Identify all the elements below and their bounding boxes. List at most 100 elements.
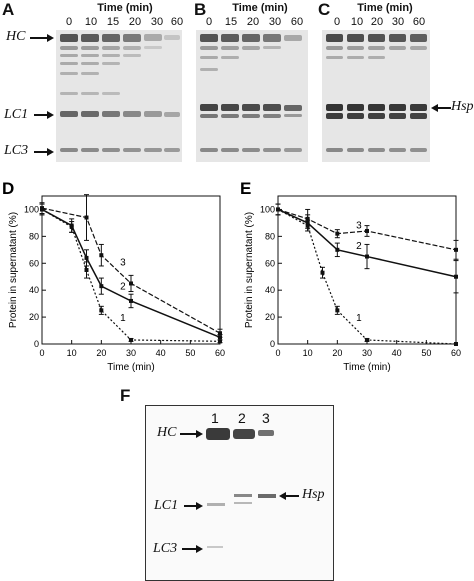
chart-e-y-tick-label: 60: [265, 258, 275, 268]
panel-c-time-60: 60: [412, 16, 426, 28]
chart-e-x-tick-label: 20: [332, 348, 342, 358]
band-label-lc1: LC1: [4, 107, 29, 122]
panel-letter-d: D: [2, 179, 14, 198]
chart-e-series-2-label: 2: [356, 241, 362, 252]
gel-b: [196, 30, 308, 162]
chart-e-x-tick-label: 60: [451, 348, 461, 358]
chart-d-series-2-label: 2: [120, 282, 126, 293]
panel-letter-f: F: [120, 386, 131, 405]
gel-a-lane: [102, 30, 120, 162]
panel-a-time-10: 10: [84, 16, 98, 28]
panel-letter-a: A: [2, 0, 15, 19]
chart-d-series-2-point: [99, 284, 104, 289]
panel-letter-b: B: [194, 0, 207, 19]
panel-c-time-0: 0: [333, 16, 341, 28]
gel-b-lane: [200, 30, 218, 162]
gel-f-label-hsp: Hsp: [302, 487, 325, 502]
gel-c: [322, 30, 430, 162]
panel-b-time-0: 0: [205, 16, 213, 28]
chart-e-series-2-point: [335, 247, 340, 252]
chart-d-series-3-label: 3: [120, 257, 126, 268]
chart-e-y-tick-label: 40: [265, 285, 275, 295]
gel-f-band-lane3-hc: [258, 430, 274, 436]
hc-arrow-head: [47, 34, 54, 42]
chart-e-series-3-point: [335, 231, 340, 236]
panel-c-time-10: 10: [350, 16, 364, 28]
chart-e-series-3-label: 3: [356, 220, 362, 231]
gel-a-lane: [164, 30, 180, 162]
gel-f-band-lane2-hsp: [234, 494, 252, 497]
chart-d-y-tick-label: 100: [24, 204, 39, 214]
panel-a-time-20: 20: [128, 16, 142, 28]
gel-f-hsp-arrow-head: [279, 492, 286, 500]
chart-d: 0 10 20 30 40 50 60 0 20 40 60 80 100 Time (min) Prote…: [8, 194, 225, 373]
gel-b-lane: [263, 30, 281, 162]
gel-f-lc1-arrow-head: [196, 502, 203, 510]
chart-d-series-3-point: [129, 281, 133, 286]
chart-d-y-tick-label: 0: [34, 339, 39, 349]
chart-d-series-1-label: 1: [120, 313, 126, 324]
gel-f-lane-1: 1: [211, 410, 219, 426]
chart-e-series-2-point: [454, 274, 458, 279]
chart-d-frame: [41, 195, 221, 345]
chart-d-y-tick-label: 40: [29, 285, 39, 295]
gel-a-lane: [81, 30, 99, 162]
gel-f-band-lane1-hc: [206, 428, 230, 440]
chart-e-series-1-line: [277, 208, 457, 345]
band-label-lc3: LC3: [4, 143, 29, 158]
gel-b-lane: [284, 30, 302, 162]
chart-d-x-tick-label: 20: [96, 348, 106, 358]
lc3-arrow-head: [47, 148, 54, 156]
gel-f-lc3-arrow-head: [196, 545, 203, 553]
chart-e-x-tick-label: 30: [362, 348, 372, 358]
chart-e-series-3-point: [365, 228, 369, 233]
lc3-arrow: [34, 151, 48, 153]
panel-letter-c: C: [318, 0, 331, 19]
gel-f-lc3-arrow: [182, 548, 197, 550]
hsp-arrow-head: [431, 104, 438, 112]
panel-a-time-15: 15: [106, 16, 120, 28]
panel-b-time-title: Time (min): [232, 2, 288, 14]
chart-d-y-tick-label: 60: [29, 258, 39, 268]
chart-e-series-3-point: [276, 207, 280, 212]
panel-b-time-15: 15: [224, 16, 238, 28]
chart-e-series-1-point: [335, 308, 340, 313]
chart-d-x-tick-label: 30: [126, 348, 136, 358]
chart-e-series-1-point: [365, 337, 369, 342]
gel-f-band-lane1-lc1: [207, 503, 225, 506]
gel-f-band-lane1-lc3: [207, 546, 223, 548]
chart-e-x-tick-label: 50: [421, 348, 431, 358]
chart-d-series-3-point: [84, 215, 89, 220]
chart-d-series-1-line: [41, 208, 221, 342]
gel-b-lane: [221, 30, 239, 162]
gel-f-hsp-arrow: [285, 495, 299, 497]
chart-e-x-tick-label: 10: [303, 348, 313, 358]
panel-a-time-30: 30: [150, 16, 164, 28]
chart-d-series-1-point: [129, 337, 133, 342]
chart-d-y-tick-label: 20: [29, 312, 39, 322]
chart-d-x-tick-label: 40: [156, 348, 166, 358]
hsp-arrow: [437, 107, 451, 109]
panel-a-time-60: 60: [170, 16, 184, 28]
chart-e-series-1-point: [320, 270, 325, 275]
chart-e-y-tick-label: 0: [270, 339, 275, 349]
chart-d-series-3-point: [99, 253, 104, 258]
gel-f-lc1-arrow: [184, 505, 197, 507]
gel-a: [56, 30, 182, 162]
chart-d-x-tick-label: 60: [215, 348, 225, 358]
gel-f-lane-3: 3: [262, 410, 270, 426]
gel-f-label-hc: HC: [157, 425, 177, 440]
gel-c-lane: [347, 30, 364, 162]
chart-e-y-tick-label: 100: [260, 204, 275, 214]
panel-a-time-title: Time (min): [97, 2, 153, 14]
chart-e: 0 10 20 30 40 50 60 0 20 40 60 80 100 Time (min) Prote…: [244, 195, 461, 373]
chart-d-series-3-point: [40, 206, 44, 211]
panel-b-time-20: 20: [246, 16, 260, 28]
gel-f-hc-arrow: [180, 433, 197, 435]
gel-c-lane: [326, 30, 343, 162]
panel-a-time-0: 0: [65, 16, 73, 28]
chart-e-series-3-point: [454, 247, 458, 252]
chart-d-series-3-point: [218, 331, 222, 336]
chart-d-x-tick-label: 0: [39, 348, 44, 358]
lc1-arrow-head: [47, 111, 54, 119]
